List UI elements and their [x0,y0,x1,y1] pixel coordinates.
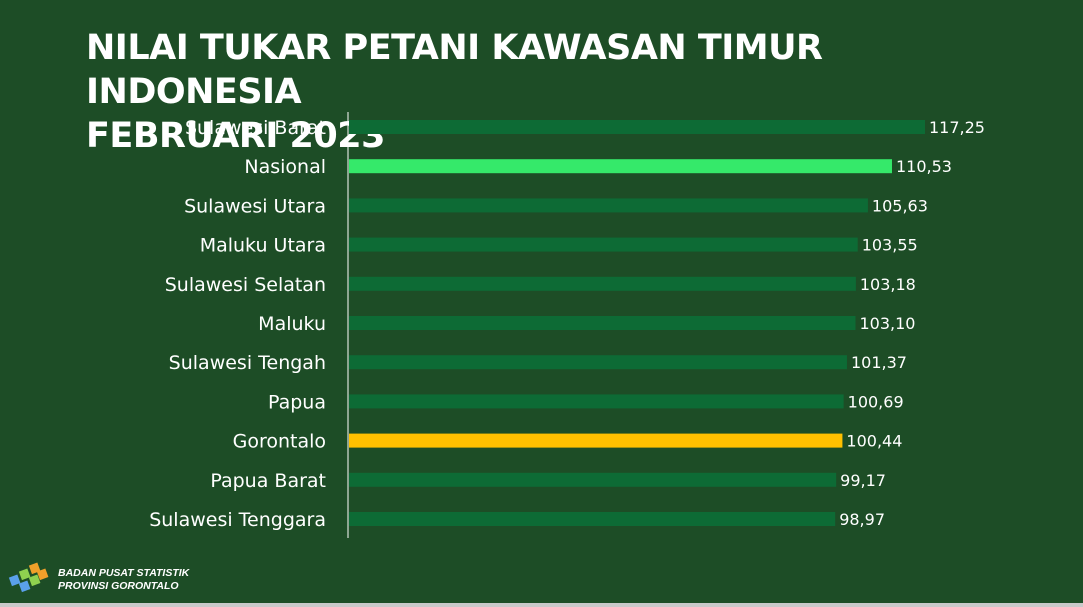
bps-logo-icon [8,562,49,593]
footer-org-line1: BADAN PUSAT STATISTIK [58,567,190,579]
value-label: 103,55 [862,236,918,255]
value-label: 101,37 [851,353,907,372]
category-label: Maluku [258,313,326,335]
bar-chart: Sulawesi Barat 117,25 Nasional 110,53 Sulawe… [149,112,985,538]
bar [349,433,843,448]
value-label: 117,25 [929,118,985,137]
bar [349,198,868,213]
bar [349,276,856,291]
chart-title-line-1: NILAI TUKAR PETANI KAWASAN TIMUR INDONES… [86,28,823,112]
category-label: Papua [268,391,326,413]
bar [349,394,844,409]
category-label: Nasional [244,156,326,178]
value-label: 105,63 [872,196,928,215]
value-label: 110,53 [896,157,952,176]
value-label: 99,17 [840,471,886,490]
bar [349,237,858,252]
bottom-border [0,603,1083,607]
bar [349,355,847,370]
chart-title-line-2: FEBRUARI 2023 [86,116,385,156]
footer: BADAN PUSAT STATISTIK PROVINSI GORONTALO [8,562,189,598]
category-label: Gorontalo [233,431,326,453]
value-label: 100,69 [848,392,904,411]
category-label: Sulawesi Barat [185,117,326,139]
value-label: 103,18 [860,275,916,294]
value-label: 100,44 [846,432,902,451]
category-label: Sulawesi Tengah [169,352,326,374]
bar [349,316,856,330]
value-label: 98,97 [839,510,885,529]
footer-org: BADAN PUSAT STATISTIK PROVINSI GORONTALO [58,567,189,593]
footer-org-line2: PROVINSI GORONTALO [58,580,179,592]
category-label: Maluku Utara [200,235,326,257]
bar [349,472,837,487]
category-label: Sulawesi Selatan [165,274,326,296]
bar [349,159,892,174]
category-label: Papua Barat [210,470,326,492]
value-label: 103,10 [859,314,915,333]
bar [349,120,925,134]
category-label: Sulawesi Utara [184,195,326,217]
chart-title: NILAI TUKAR PETANI KAWASAN TIMUR INDONES… [86,26,1046,158]
category-label: Sulawesi Tenggara [149,509,326,531]
bar [349,512,836,526]
